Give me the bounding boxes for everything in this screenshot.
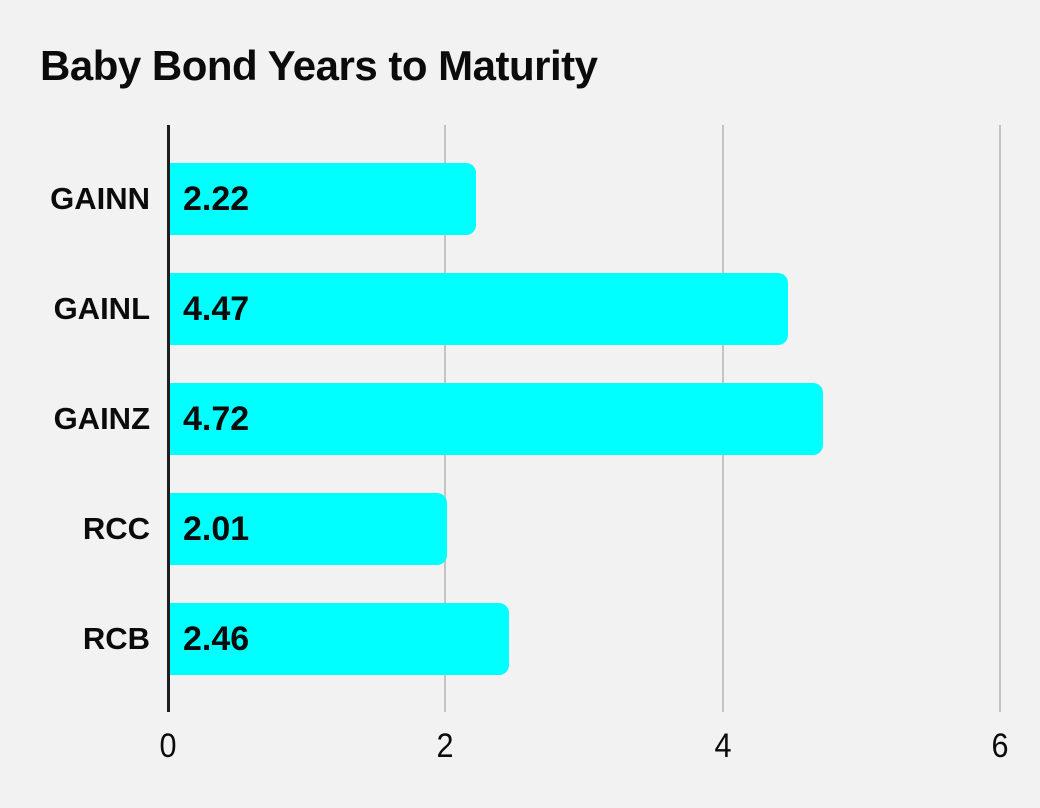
- x-tick-label: 2: [436, 727, 454, 765]
- y-axis-line: [166, 125, 170, 712]
- x-tick-label: 6: [991, 727, 1009, 765]
- category-label: GAINN: [50, 181, 150, 216]
- plot-area: 2.22 4.47 4.72 2.01 2.46: [166, 125, 1001, 712]
- x-tick-label: 4: [714, 727, 732, 765]
- bar-value-label: 2.46: [183, 620, 250, 658]
- bar-value-label: 4.47: [183, 290, 250, 328]
- category-label: RCB: [82, 621, 150, 656]
- bar-value-label: 4.72: [183, 400, 250, 438]
- bar: 2.46: [168, 603, 510, 675]
- bar: 4.72: [168, 383, 823, 455]
- bar-value-label: 2.01: [183, 510, 250, 548]
- x-tick-label: 0: [159, 727, 177, 765]
- chart-title: Baby Bond Years to Maturity: [40, 42, 598, 89]
- category-label: RCC: [82, 511, 150, 546]
- category-label: GAINL: [53, 291, 150, 326]
- gridline: [999, 125, 1001, 712]
- bar-value-label: 2.22: [183, 180, 250, 218]
- bar: 2.22: [168, 163, 476, 235]
- x-axis-tick-labels: 0 2 4 6: [159, 726, 1008, 770]
- bar: 2.01: [168, 493, 447, 565]
- bar: 4.47: [168, 273, 788, 345]
- category-label: GAINZ: [53, 401, 150, 436]
- category-axis-labels: GAINN GAINL GAINZ RCC RCB: [0, 125, 150, 712]
